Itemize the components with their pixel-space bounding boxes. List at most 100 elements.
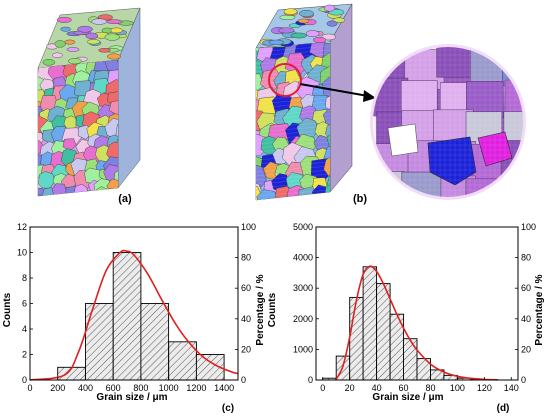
b-mesh-line bbox=[256, 153, 330, 161]
panel-label-c: (c) bbox=[222, 403, 234, 414]
b-mesh-line bbox=[256, 149, 330, 157]
zoom-grain-white bbox=[387, 123, 419, 157]
a-top-grain bbox=[68, 58, 82, 65]
b-grain bbox=[272, 216, 293, 236]
b-top-grain bbox=[278, 27, 295, 34]
chart-d-xlabel: Grain size / μm bbox=[372, 392, 443, 403]
a-grain bbox=[65, 205, 80, 219]
b-grain bbox=[321, 76, 330, 99]
b-grain bbox=[322, 210, 340, 227]
chart-d-y2tick-label: 40 bbox=[521, 314, 531, 324]
b-mesh-line bbox=[256, 97, 330, 105]
b-grain bbox=[323, 155, 330, 177]
b-grain bbox=[325, 94, 330, 112]
chart-c-xtick-label: 600 bbox=[106, 383, 121, 393]
chart-c-ytick-label: 0 bbox=[22, 375, 27, 385]
chart-d-y2tick-label: 0 bbox=[521, 375, 526, 385]
chart-d-xtick-label: 0 bbox=[320, 383, 325, 393]
zoom-view bbox=[370, 44, 526, 200]
chart-d-ytick-label: 0 bbox=[308, 375, 313, 385]
a-top-grain bbox=[77, 25, 93, 33]
chart-c-bar bbox=[168, 341, 197, 381]
zoom-grain bbox=[503, 111, 523, 148]
panel-label-d: (d) bbox=[497, 403, 510, 414]
chart-d-bar bbox=[403, 338, 418, 381]
a-top-grain bbox=[42, 59, 56, 66]
a-grain bbox=[52, 194, 72, 196]
b-grain bbox=[281, 201, 303, 223]
a-top-grain bbox=[52, 52, 63, 59]
chart-c-xtick-label: 1000 bbox=[159, 383, 179, 393]
a-grain bbox=[85, 193, 100, 196]
a-top-grain bbox=[56, 16, 72, 23]
chart-c-xtick-label: 1400 bbox=[214, 383, 234, 393]
b-mesh-line bbox=[256, 57, 330, 65]
b-mesh-line bbox=[256, 125, 330, 133]
b-mesh-line bbox=[256, 53, 330, 61]
a-top-grain bbox=[66, 47, 80, 52]
microstructure-b bbox=[249, 3, 376, 236]
chart-c-xtick-label: 0 bbox=[27, 383, 32, 393]
b-top-grain bbox=[299, 9, 314, 18]
b-mesh-line bbox=[256, 113, 330, 121]
chart-c-y2label: Percentage / % bbox=[255, 274, 266, 345]
chart-d-xtick-label: 100 bbox=[450, 383, 465, 393]
b-mesh-line bbox=[256, 185, 330, 193]
panel-label-a: (a) bbox=[118, 193, 132, 205]
b-mesh-line bbox=[256, 101, 330, 109]
a-top-grain bbox=[87, 39, 100, 45]
b-grain bbox=[261, 205, 284, 225]
b-top-grain bbox=[297, 18, 310, 24]
a-grain bbox=[108, 100, 118, 116]
chart-c-ytick-label: 12 bbox=[17, 222, 27, 232]
b-mesh-line bbox=[256, 45, 330, 53]
b-mesh-line bbox=[256, 137, 330, 145]
microstructure-a bbox=[37, 7, 146, 219]
b-mesh-line bbox=[256, 169, 330, 177]
chart-d-ytick-label: 1000 bbox=[293, 344, 313, 354]
chart-c-ytick-label: 8 bbox=[22, 273, 27, 283]
chart-d-xtick-label: 40 bbox=[372, 383, 382, 393]
b-mesh-line bbox=[256, 189, 330, 197]
b-mesh-line bbox=[256, 157, 330, 165]
chart-c-ytick-label: 6 bbox=[22, 299, 27, 309]
a-grain bbox=[38, 194, 46, 196]
b-mesh-line bbox=[256, 121, 330, 129]
chart-d-ytick-label: 2000 bbox=[293, 314, 313, 324]
chart-d-y2tick-label: 20 bbox=[521, 344, 531, 354]
a-top-grain bbox=[107, 53, 121, 60]
zoom-grain bbox=[373, 171, 405, 197]
a-top-grain bbox=[104, 33, 120, 41]
b-mesh-line bbox=[256, 181, 330, 189]
chart-c: Counts Percentage / % Grain size / μm (c… bbox=[2, 222, 266, 414]
a-top-grain bbox=[85, 32, 98, 40]
b-grain bbox=[339, 210, 355, 226]
b-grain bbox=[256, 189, 280, 200]
b-grain bbox=[249, 204, 269, 224]
chart-d-y2label: Percentage / % bbox=[534, 274, 545, 345]
zoom-grain-blue bbox=[427, 136, 477, 186]
b-mesh-line bbox=[256, 69, 330, 77]
chart-c-y2tick-label: 100 bbox=[241, 222, 256, 232]
chart-d: Counts Percentage / % Grain size / μm (d… bbox=[267, 222, 545, 414]
chart-d-xtick-label: 140 bbox=[504, 383, 519, 393]
a-top-grain bbox=[106, 19, 123, 24]
b-grain bbox=[325, 173, 330, 195]
b-mesh-line bbox=[256, 177, 330, 185]
b-top-grain bbox=[305, 30, 320, 37]
b-mesh-line bbox=[256, 105, 330, 113]
chart-d-plot-frame bbox=[315, 226, 519, 381]
b-top-grain bbox=[268, 39, 284, 46]
a-grain bbox=[132, 197, 146, 211]
b-mesh-line bbox=[256, 49, 330, 57]
chart-d-bar bbox=[349, 296, 364, 381]
b-top-grain bbox=[324, 4, 335, 12]
chart-d-ytick-label: 5000 bbox=[293, 222, 313, 232]
b-mesh-line bbox=[256, 145, 330, 153]
b-mesh-line bbox=[256, 81, 330, 89]
a-top-grain bbox=[54, 40, 66, 48]
b-grain bbox=[256, 186, 265, 200]
a-top-grain bbox=[110, 27, 123, 34]
chart-d-bar bbox=[362, 266, 378, 381]
b-mesh-line bbox=[256, 173, 330, 181]
